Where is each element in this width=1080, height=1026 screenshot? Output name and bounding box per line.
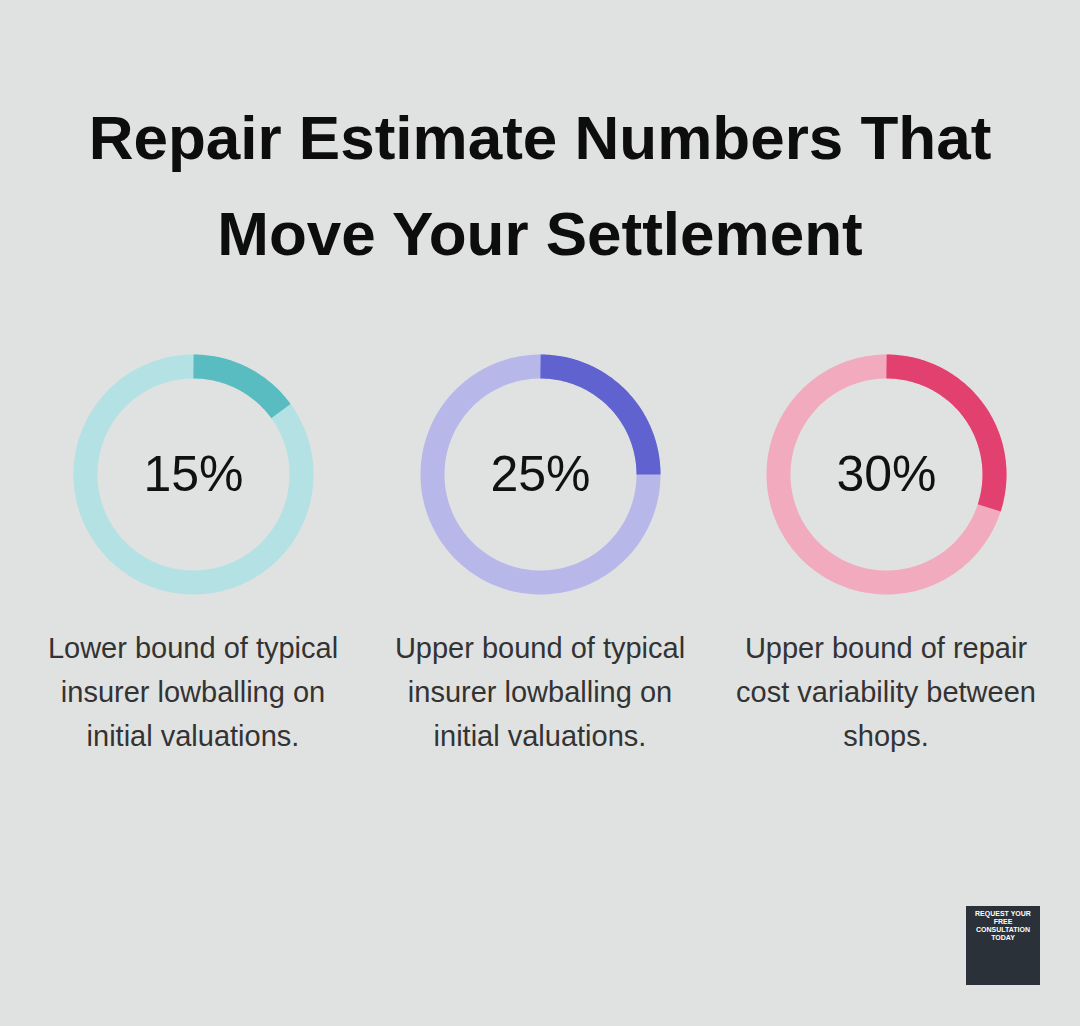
html-text:Lower bound of typical insurer: Lower bound of typical insurer lowballin… [47,632,339,752]
html-text:Upper bound of typical insurer: Upper bound of typical insurer lowballin… [394,632,686,752]
svg-text:25%: 25% [490,446,590,502]
html-text:REQUEST YOUR FREE CONSULTATION: REQUEST YOUR FREE CONSULTATION TODAY [975,910,1031,941]
html-text:Repair Estimate Numbers That M: Repair Estimate Numbers That Move Your S… [88,103,992,268]
svg-text:30%: 30% [836,446,936,502]
html-text:Upper bound of repair cost var: Upper bound of repair cost variability b… [736,632,1036,752]
svg-text:15%: 15% [143,446,243,502]
